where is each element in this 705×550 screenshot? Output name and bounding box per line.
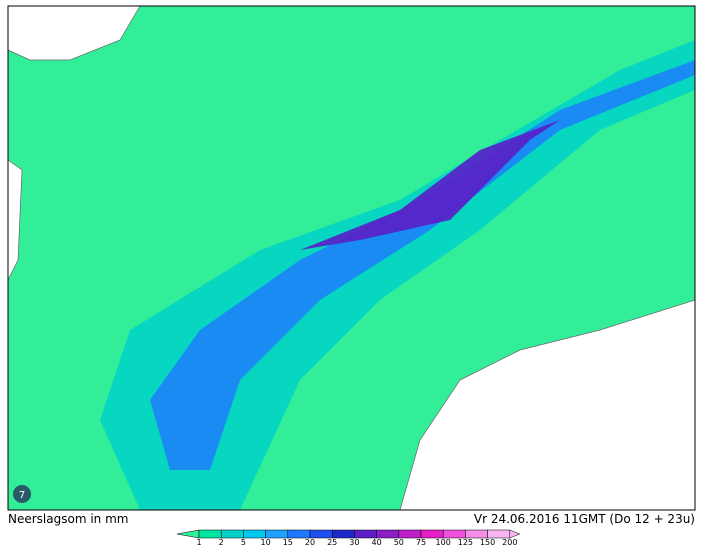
- legend-tick-label: 25: [327, 538, 337, 546]
- legend-tick-label: 150: [480, 538, 495, 546]
- legend-swatch: [309, 529, 333, 539]
- legend-tick-label: 2: [219, 538, 224, 546]
- legend-tick-label: 15: [283, 538, 293, 546]
- legend-swatch: [398, 529, 422, 539]
- legend-swatch: [420, 529, 444, 539]
- logo-text: 7: [19, 490, 25, 501]
- legend-tick-label: 10: [261, 538, 271, 546]
- legend-swatch: [287, 529, 311, 539]
- legend-swatch: [376, 529, 400, 539]
- legend-tick-label: 75: [416, 538, 426, 546]
- legend-swatch: [465, 529, 488, 539]
- rain-band: [150, 60, 695, 470]
- logo: [13, 485, 31, 503]
- legend-tick-label: 50: [394, 538, 404, 546]
- legend-swatch: [176, 529, 200, 539]
- legend: 1 2 5 10 15 20 25 30 40 50 75 100 125 150 200: [176, 529, 521, 547]
- legend-tick-label: 1: [196, 538, 201, 546]
- land: [8, 6, 141, 61]
- legend-swatch: [487, 529, 511, 539]
- rain-band: [100, 40, 695, 510]
- map-area: [8, 6, 695, 510]
- legend-tick-label: 200: [502, 538, 517, 546]
- legend-swatch: [354, 529, 377, 539]
- legend-swatch: [331, 529, 355, 539]
- land: [8, 159, 23, 281]
- legend-swatch: [220, 529, 244, 539]
- legend-tick-label: 5: [241, 538, 246, 546]
- caption-left: Neerslagsom in mm: [8, 512, 128, 526]
- legend-swatch: [265, 529, 289, 539]
- legend-tick-label: 30: [349, 538, 359, 546]
- caption-right: Vr 24.06.2016 11GMT (Do 12 + 23u): [474, 512, 695, 526]
- legend-swatch: [509, 529, 521, 539]
- legend-swatch: [243, 529, 266, 539]
- land: [399, 299, 695, 510]
- legend-swatch: [442, 529, 466, 539]
- rain-core: [300, 120, 560, 250]
- legend-swatch: [198, 529, 222, 539]
- legend-tick-label: 100: [436, 538, 451, 546]
- legend-tick-label: 125: [458, 538, 473, 546]
- legend-tick-label: 40: [372, 538, 382, 546]
- legend-tick-label: 20: [305, 538, 315, 546]
- map-frame: [7, 5, 696, 511]
